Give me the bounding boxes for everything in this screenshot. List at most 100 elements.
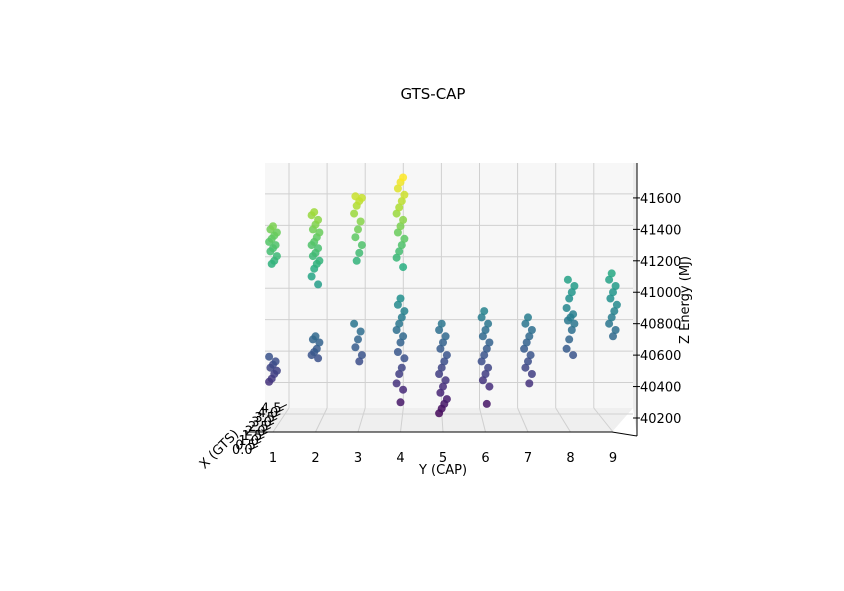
data-point (355, 357, 364, 366)
x-tick-label: 9 (609, 451, 617, 466)
data-point (400, 234, 409, 243)
depth-tick-mark (268, 417, 278, 423)
data-point (440, 357, 449, 366)
data-point (355, 248, 364, 257)
z-tick-label: 41000 (640, 286, 681, 301)
data-point (354, 225, 362, 234)
data-point (526, 351, 535, 360)
data-point (569, 310, 578, 319)
data-points (265, 173, 621, 418)
z-tick-label: 41400 (640, 223, 681, 238)
data-point (272, 228, 281, 237)
data-point (314, 244, 323, 253)
data-point (441, 376, 450, 385)
data-point (314, 354, 323, 363)
data-point (315, 338, 324, 347)
x-tick-labels: 1 2 3 4 5 6 7 8 9 (269, 451, 617, 466)
x-tick-label: 1 (269, 451, 277, 466)
depth-tick-label: 0.0 (232, 443, 253, 458)
data-point (522, 338, 531, 347)
z-tick-labels: 40200 40400 40600 40800 41000 41200 41400 41600 (633, 192, 681, 427)
z-tick-label: 40800 (640, 318, 681, 333)
data-point (569, 351, 578, 360)
data-point (478, 376, 487, 385)
z-tick-label: 40200 (640, 412, 681, 427)
data-point (477, 313, 486, 322)
data-point (357, 193, 366, 202)
data-point (520, 344, 529, 353)
grid-line-floor (479, 407, 486, 433)
z-tick-label: 41600 (640, 192, 681, 207)
depth-tick-label: 4.5 (261, 402, 282, 417)
depth-tick-mark (259, 431, 268, 437)
data-point (524, 357, 532, 366)
data-point (485, 338, 494, 347)
data-point (567, 288, 576, 297)
x-tick-label: 4 (396, 451, 404, 466)
grid-line-floor (555, 407, 571, 433)
data-point (392, 253, 401, 262)
data-point (307, 272, 316, 281)
data-point (565, 335, 574, 344)
data-point (312, 344, 321, 353)
depth-tick-mark (265, 422, 275, 428)
data-point (482, 399, 491, 408)
data-point (484, 363, 493, 372)
data-point (521, 319, 530, 328)
data-point (477, 357, 486, 366)
depth-tick-label: 4.0 (258, 406, 279, 421)
depth-tick-label: 0.5 (235, 438, 256, 453)
depth-tick-mark (272, 413, 281, 419)
grid-line-floor (517, 407, 529, 433)
data-point (272, 252, 281, 261)
data-point (351, 233, 360, 242)
data-point (397, 363, 406, 372)
data-point (442, 395, 451, 404)
data-point (351, 343, 360, 352)
data-point (396, 222, 405, 231)
data-point (356, 327, 365, 336)
data-point (356, 217, 365, 226)
axis-lines (245, 163, 638, 437)
data-point (271, 241, 280, 250)
data-point (392, 209, 401, 218)
x-tick-label: 3 (354, 451, 362, 466)
data-point (400, 190, 409, 199)
data-point (400, 307, 409, 316)
grid-line-floor (357, 407, 366, 433)
data-point (395, 319, 404, 328)
data-point (393, 228, 402, 237)
data-point (435, 326, 444, 334)
data-point (352, 256, 361, 265)
data-point (607, 269, 616, 278)
data-point (611, 282, 620, 290)
data-point (272, 366, 281, 375)
data-point (612, 300, 621, 309)
data-point (481, 370, 490, 378)
depth-tick-label: 2.0 (245, 425, 266, 440)
data-point (442, 351, 451, 360)
data-point (480, 307, 489, 316)
data-point (607, 313, 616, 322)
x-tick-label: 7 (524, 451, 532, 466)
data-point (399, 263, 408, 272)
data-point (399, 215, 408, 224)
data-point (563, 275, 572, 284)
data-point (315, 228, 324, 237)
x-tick-label: 8 (566, 451, 574, 466)
data-point (562, 304, 571, 312)
data-point (393, 184, 402, 193)
data-point (351, 192, 360, 201)
data-point (567, 326, 576, 334)
data-point (606, 294, 615, 303)
data-point (315, 256, 324, 265)
data-point (314, 280, 323, 289)
data-point (482, 344, 491, 353)
data-point (439, 382, 447, 391)
data-point (392, 326, 401, 334)
data-point (611, 326, 620, 334)
data-point (610, 307, 619, 316)
depth-tick-mark (249, 445, 259, 451)
data-point (393, 300, 402, 309)
